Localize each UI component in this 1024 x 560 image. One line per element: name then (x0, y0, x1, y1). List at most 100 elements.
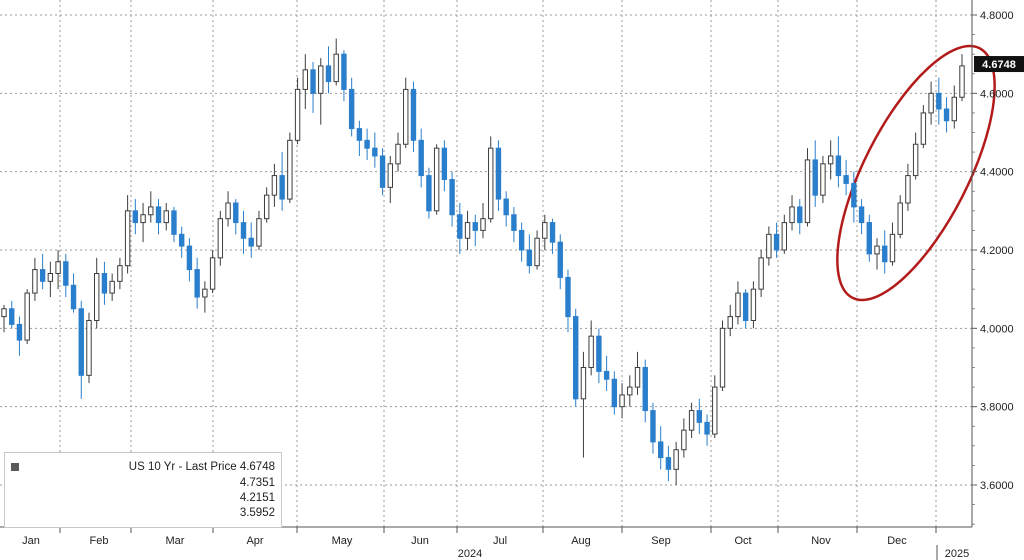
candle (897, 195, 903, 239)
candle (395, 132, 401, 172)
candle (526, 234, 533, 274)
candle (464, 210, 471, 250)
legend-low: 3.5952 (239, 507, 275, 519)
candle-body (263, 194, 270, 220)
candle (94, 257, 100, 329)
candle-body (140, 214, 146, 224)
last-price-box (974, 56, 1024, 73)
candle (603, 355, 610, 391)
candle-body (233, 202, 239, 224)
y-tick-label: 4.4000 (980, 167, 1014, 179)
candle (750, 281, 757, 329)
candle-body (155, 206, 162, 224)
candle-body (178, 233, 185, 247)
candle (518, 222, 525, 262)
candle-body (294, 88, 301, 141)
x-axis: Jan Feb Mar Apr May Jun Jul Aug Sep Oct Nov Dec 2024… (0, 526, 972, 560)
candle (472, 214, 478, 247)
candles (1, 38, 965, 485)
candle (495, 140, 502, 211)
candle (742, 289, 749, 329)
candle-body (217, 218, 224, 259)
candle (256, 210, 262, 250)
candle-body (789, 206, 795, 224)
candle (696, 398, 703, 435)
candle (480, 203, 486, 239)
grid (0, 0, 972, 527)
candle (773, 222, 780, 258)
candle-body (32, 269, 38, 294)
candle-body (712, 386, 718, 435)
candle-body (920, 112, 927, 145)
candle (657, 426, 664, 470)
candle (820, 156, 826, 203)
y-tick-label: 3.6000 (980, 480, 1014, 492)
candle-body (627, 386, 633, 396)
month-label: Aug (571, 535, 591, 547)
candle-body (912, 143, 919, 177)
candle (372, 132, 378, 168)
legend-high: 4.7351 (239, 477, 275, 489)
candle-body (194, 269, 200, 298)
candle (124, 195, 131, 274)
candle (549, 218, 556, 254)
candle-body (866, 222, 872, 255)
candle (858, 199, 865, 235)
candle (457, 203, 463, 254)
candle-body (797, 206, 803, 224)
candle-body (719, 327, 726, 388)
candle-body (518, 229, 525, 251)
candle (148, 191, 154, 223)
candle-body (387, 163, 393, 188)
candle (410, 81, 417, 153)
candle-body (101, 273, 108, 294)
candle (47, 261, 54, 297)
candle (851, 171, 857, 223)
candle-body (588, 335, 594, 368)
candle-body (573, 316, 579, 400)
candle-body (603, 370, 610, 380)
candle (712, 375, 718, 438)
candle-body (696, 410, 703, 423)
candle (194, 257, 200, 309)
candle-body (124, 210, 131, 267)
candle (325, 46, 332, 94)
candle (665, 445, 672, 482)
candle-body (758, 257, 764, 290)
candle (688, 402, 695, 438)
candle-body (534, 237, 540, 267)
candle (843, 159, 849, 196)
candle (63, 253, 69, 297)
candle (704, 414, 710, 446)
candle (101, 261, 108, 305)
candle (565, 269, 571, 333)
candle (209, 250, 216, 294)
candle-body (372, 147, 378, 157)
candle (186, 238, 193, 282)
candle (294, 77, 301, 145)
candle (271, 163, 278, 207)
candle-body (542, 222, 548, 239)
y-tick-label: 4.6000 (980, 88, 1014, 100)
month-label: Jul (493, 535, 507, 547)
candle (959, 54, 965, 102)
candle (627, 375, 633, 407)
candle-body (565, 276, 571, 318)
candle-body (410, 88, 417, 141)
candle (542, 214, 548, 250)
candle (318, 58, 324, 125)
candle (418, 128, 424, 188)
candle-body (279, 175, 285, 200)
candle (727, 304, 733, 337)
candle-body (650, 410, 656, 443)
candle-body (63, 261, 69, 286)
candle-body (287, 139, 293, 200)
candle-body (325, 65, 332, 83)
candle (719, 320, 726, 391)
candle (797, 199, 803, 235)
candle-body (364, 139, 370, 149)
legend-last: 4.6748 (239, 461, 275, 473)
candle (650, 402, 656, 454)
candle-body (488, 147, 494, 220)
